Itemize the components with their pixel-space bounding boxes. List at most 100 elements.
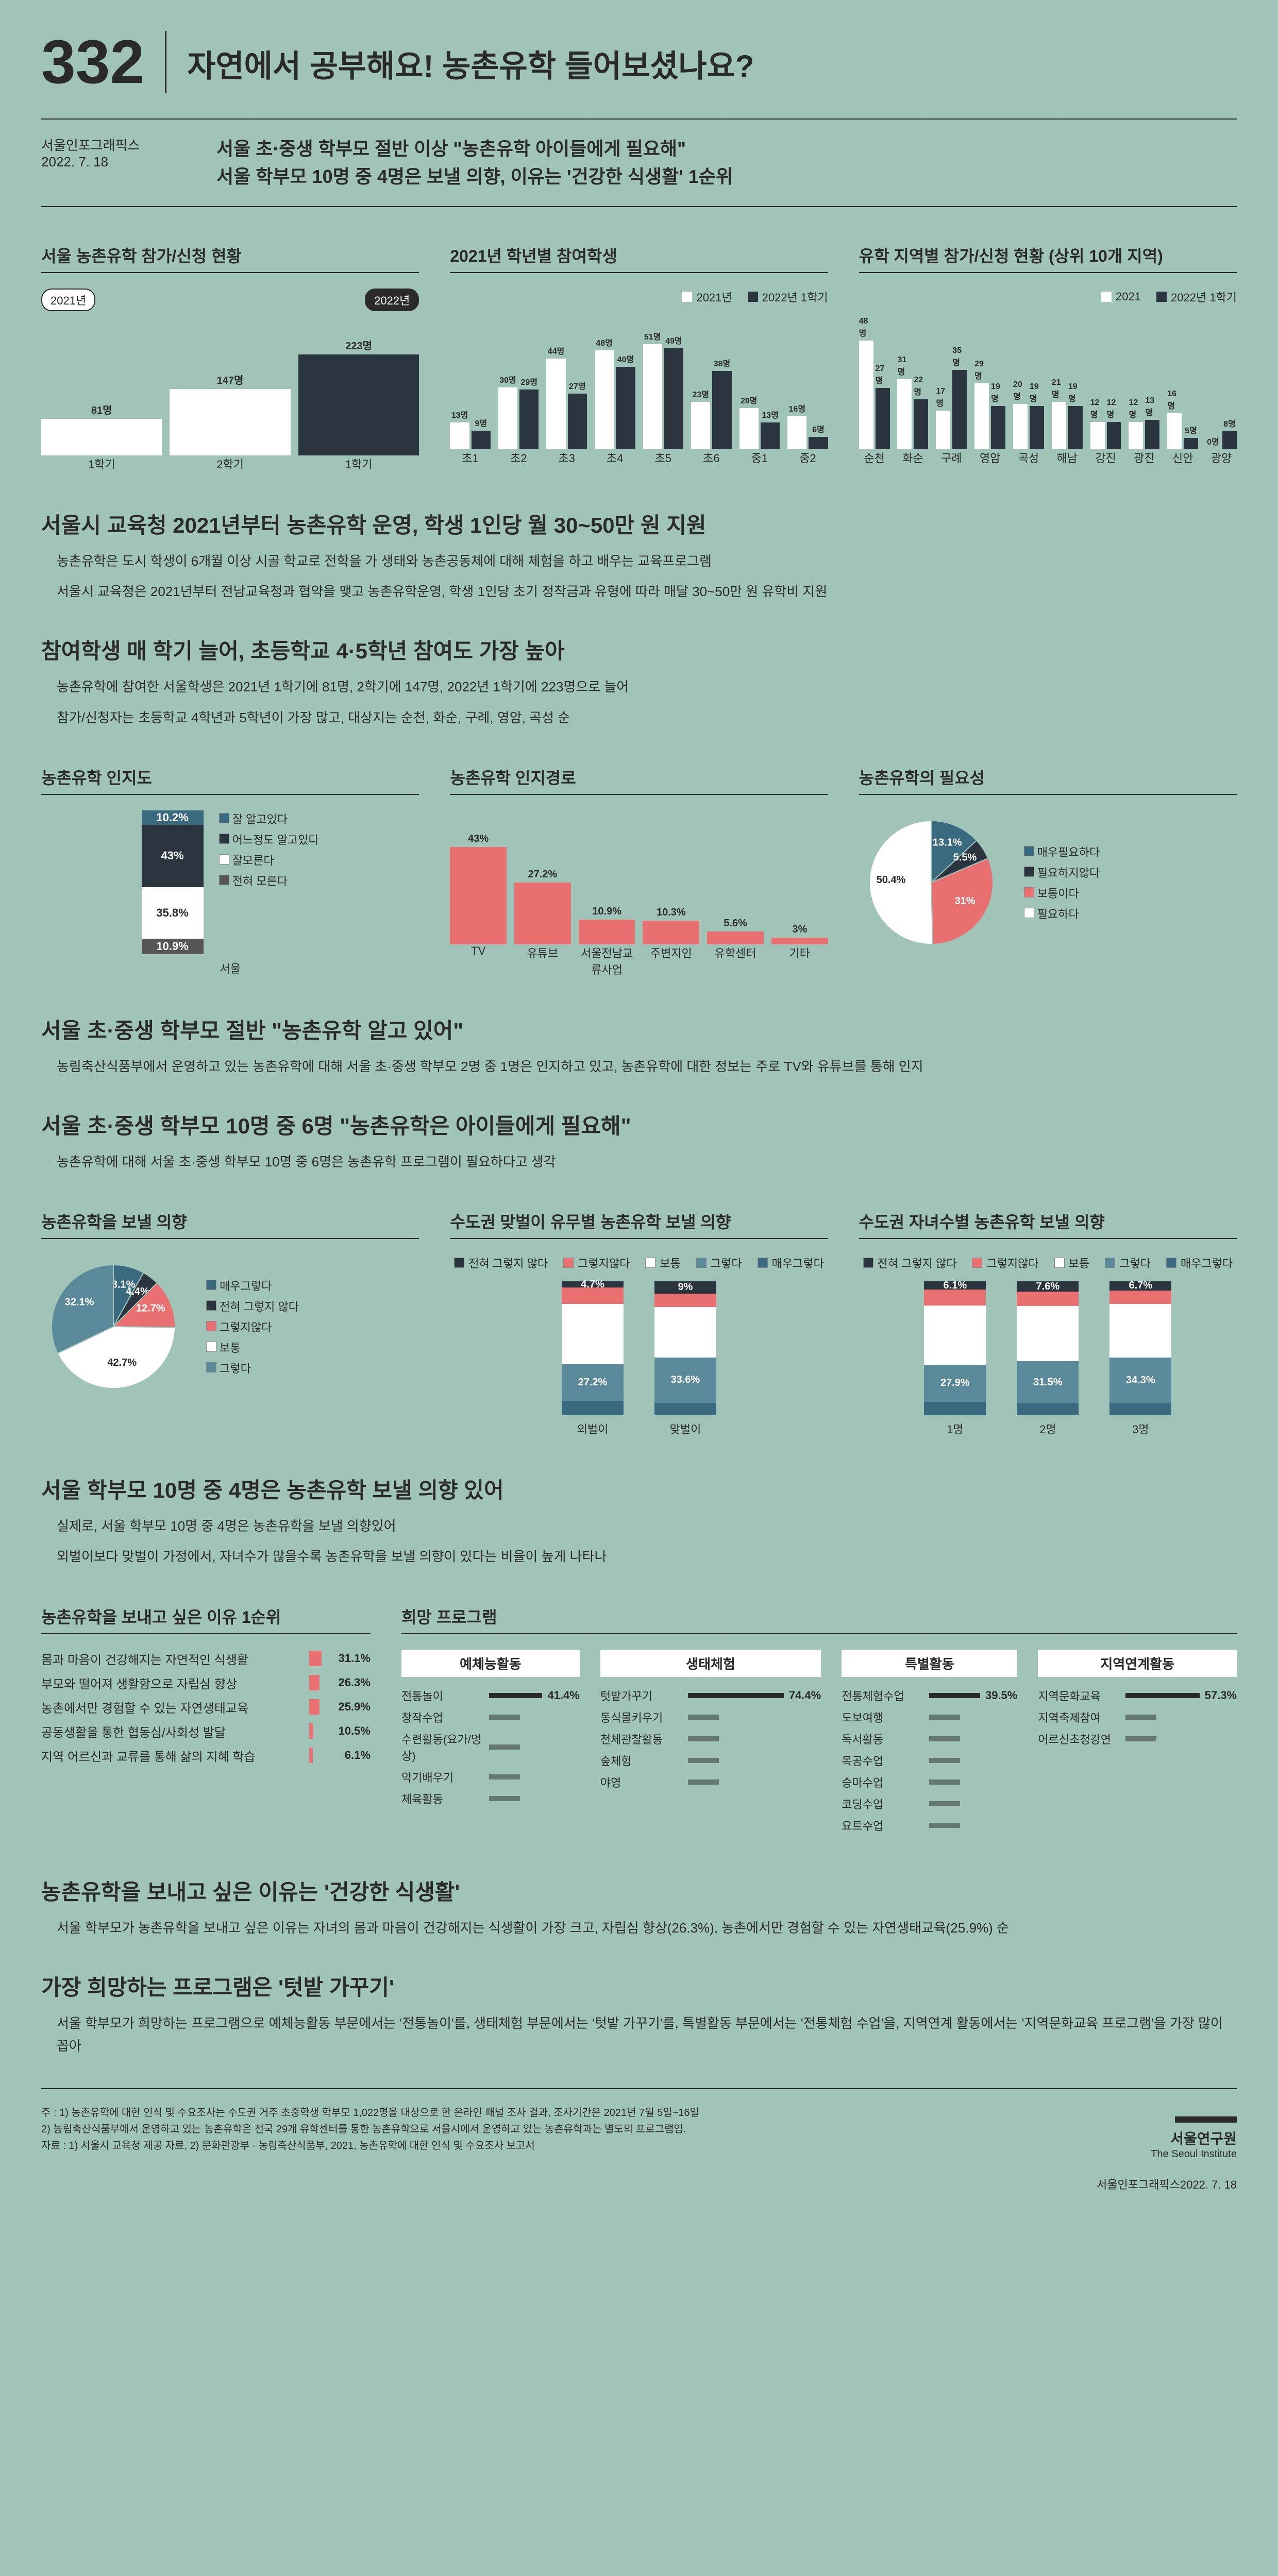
program-item: 전통놀이41.4% [401, 1687, 580, 1704]
bar: 19명 [991, 382, 1005, 449]
pie-label: 31% [954, 895, 975, 907]
bar: 223명 [298, 337, 419, 455]
chart-title: 희망 프로그램 [401, 1604, 1237, 1634]
x-category: 중1 [739, 449, 780, 466]
legend-item: 필요하지않다 [1024, 864, 1100, 880]
text-a: 서울시 교육청 2021년부터 농촌유학 운영, 학생 1인당 월 30~50만… [41, 508, 1237, 603]
hbar-row: 지역 어르신과 교류를 통해 삶의 지혜 학습 6.1% [41, 1747, 371, 1765]
paragraph: 서울시 교육청은 2021년부터 전남교육청과 협약을 맺고 농촌유학운영, 학… [41, 580, 1237, 603]
legend-item: 보통 [645, 1255, 680, 1271]
x-category: 기타 [771, 944, 828, 977]
chart-title: 수도권 맞벌이 유무별 농촌유학 보낼 의향 [450, 1209, 828, 1239]
bar-group: 13명 9명 [450, 408, 491, 449]
bar: 0명 [1206, 435, 1220, 449]
program-col-title: 생태체험 [600, 1650, 821, 1677]
hbar-row: 농촌에서만 경험할 수 있는 자연생태교육 25.9% [41, 1698, 371, 1716]
bar-group: 17명 35명 [936, 346, 967, 449]
stacked-segment: 6.1% [924, 1281, 986, 1290]
stacked-segment: 10.2% [142, 810, 204, 825]
pie-label: 13.1% [932, 837, 962, 848]
bar-group: 23명 38명 [691, 357, 732, 449]
x-category: 주변지인 [643, 944, 699, 977]
bar: 3% [771, 924, 828, 944]
footnote-line: 자료 : 1) 서울시 교육청 제공 자료, 2) 문화관광부 · 농림축산식품… [41, 2138, 699, 2154]
stacked-segment [654, 1403, 716, 1415]
chart-by-income: 수도권 맞벌이 유무별 농촌유학 보낼 의향 전혀 그렇지 않다그렇지않다보통그… [450, 1204, 828, 1442]
program-item: 동식물키우기 [600, 1709, 821, 1725]
legend-item: 그렇지않다 [206, 1318, 299, 1335]
stacked-segment [924, 1290, 986, 1306]
program-item: 코딩수업 [842, 1795, 1017, 1812]
text-c: 서울 초·중생 학부모 절반 "농촌유학 알고 있어" 농림축산식품부에서 운영… [41, 1013, 1237, 1078]
bar: 16명 [1167, 389, 1182, 449]
bar: 27명 [568, 379, 587, 449]
legend-item: 어느정도 알고있다 [219, 831, 319, 848]
pie-label: 5.5% [953, 852, 977, 863]
x-category: 곡성 [1013, 449, 1044, 466]
year-tag-2022: 2022년 [365, 289, 419, 311]
text-e: 서울 학부모 10명 중 4명은 농촌유학 보낼 의향 있어 실제로, 서울 학… [41, 1473, 1237, 1568]
chart-awareness: 농촌유학 인지도 10.2%43%35.8%10.9% 잘 알고있다 어느정도 … [41, 760, 419, 982]
pie-label: 42.7% [107, 1357, 137, 1368]
x-category: TV [450, 944, 507, 977]
chart-row-2: 농촌유학 인지도 10.2%43%35.8%10.9% 잘 알고있다 어느정도 … [41, 760, 1237, 982]
header: 332 자연에서 공부해요! 농촌유학 들어보셨나요? [41, 31, 1237, 93]
stacked-segment [654, 1307, 716, 1358]
stacked-segment: 35.8% [142, 887, 204, 939]
bar: 5.6% [707, 918, 764, 944]
chart-reasons: 농촌유학을 보내고 싶은 이유 1순위 몸과 마음이 건강해지는 자연적인 식생… [41, 1599, 371, 1844]
hbar-label: 지역 어르신과 교류를 통해 삶의 지혜 학습 [41, 1747, 299, 1765]
hbar-label: 공동생활을 통한 협동심/사회성 발달 [41, 1722, 299, 1740]
legend-item: 그렇다 [1105, 1255, 1151, 1271]
page-title: 자연에서 공부해요! 농촌유학 들어보셨나요? [187, 31, 754, 86]
program-item: 어르신초청강연 [1038, 1731, 1237, 1747]
x-category: 중2 [787, 449, 828, 466]
stacked-segment: 33.6% [654, 1358, 716, 1402]
text-d: 서울 초·중생 학부모 10명 중 6명 "농촌유학은 아이들에게 필요해" 농… [41, 1109, 1237, 1173]
program-col-title: 예체능활동 [401, 1650, 580, 1677]
footer: 주 : 1) 농촌유학에 대한 인식 및 수요조사는 수도권 거주 초중학생 학… [41, 2088, 1237, 2192]
bar: 27.2% [514, 869, 571, 944]
program-item: 지역축제참여 [1038, 1709, 1237, 1725]
stacked-segment: 4.7% [562, 1281, 624, 1287]
hbar-row: 몸과 마음이 건강해지는 자연적인 식생활 31.1% [41, 1650, 371, 1668]
chart-participation: 서울 농촌유학 참가/신청 현황 2021년 2022년 81명 147명 22… [41, 238, 419, 477]
bar-group: 48명 27명 [859, 317, 890, 449]
program-item: 지역문화교육57.3% [1038, 1687, 1237, 1704]
chart-title: 농촌유학을 보낼 의향 [41, 1209, 419, 1239]
x-category: 신안 [1167, 449, 1198, 466]
footer-right: ▬▬▬ 서울연구원 The Seoul Institute 서울인포그래픽스20… [1097, 2105, 1237, 2192]
bar: 44명 [546, 344, 565, 449]
stacked-column: 4.7%27.2% 외벌이 [562, 1281, 624, 1437]
x-category: 초1 [450, 449, 491, 466]
hbar-row: 부모와 떨어져 생활함으로 자립심 향상 26.3% [41, 1674, 371, 1692]
bar-group: 29명 19명 [974, 360, 1005, 449]
legend-item: 그렇다 [206, 1360, 299, 1376]
bar: 17명 [936, 387, 950, 449]
bar: 13명 [450, 408, 469, 449]
legend-item: 매우필요하다 [1024, 843, 1100, 860]
summary-line-2: 서울 학부모 10명 중 4명은 보낼 의향, 이유는 '건강한 식생활' 1순… [216, 163, 733, 191]
paragraph: 외벌이보다 맞벌이 가정에서, 자녀수가 많을수록 농촌유학을 보낼 의향이 있… [41, 1545, 1237, 1568]
x-category: 1학기 [298, 455, 419, 472]
x-category: 2학기 [170, 455, 290, 472]
chart-title: 농촌유학 인지도 [41, 765, 419, 795]
x-label: 서울 [41, 960, 419, 976]
program-item: 텃밭가꾸기74.4% [600, 1687, 821, 1704]
bar: 40명 [616, 352, 635, 449]
bar-group: 12명 12명 [1090, 398, 1121, 449]
stacked-segment: 6.7% [1109, 1281, 1171, 1290]
bar: 12명 [1107, 398, 1121, 449]
legend-item: 전혀 모른다 [219, 872, 319, 889]
subheader: 서울인포그래픽스 2022. 7. 18 서울 초·중생 학부모 절반 이상 "… [41, 118, 1237, 207]
bar: 31명 [897, 355, 912, 449]
stacked-segment: 7.6% [1017, 1281, 1079, 1292]
bar: 27명 [876, 364, 890, 449]
program-item: 독서활동 [842, 1731, 1017, 1747]
x-category: 해남 [1052, 449, 1083, 466]
program-item: 숲체험 [600, 1752, 821, 1769]
stacked-segment: 9% [654, 1281, 716, 1293]
x-category: 초5 [643, 449, 684, 466]
program-item: 체육활동 [401, 1790, 580, 1807]
bar-group: 31명 22명 [897, 355, 928, 449]
